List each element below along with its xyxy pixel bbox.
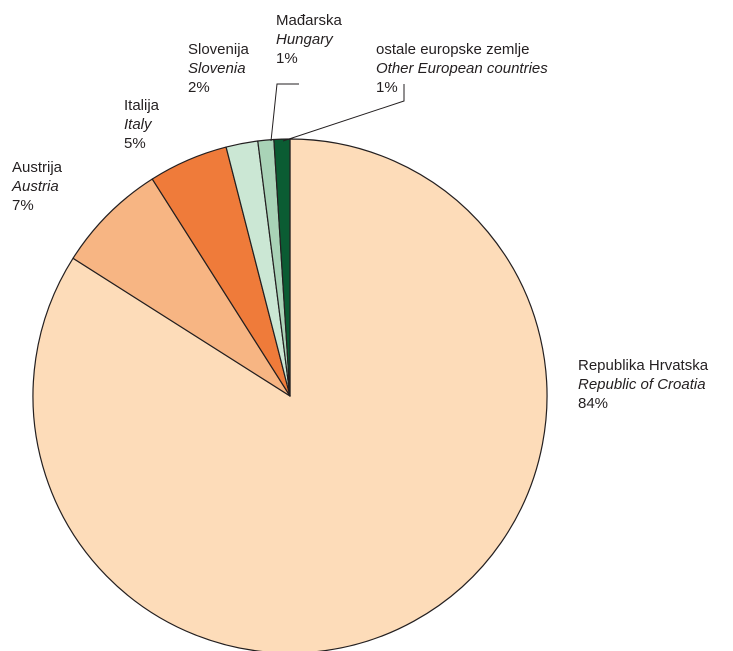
label-croatia-en: Republic of Croatia (578, 376, 706, 393)
label-slovenia-en: Slovenia (188, 60, 246, 77)
label-hungary-hr: Mađarska (276, 12, 342, 29)
label-croatia: Republika Hrvatska Republic of Croatia 8… (578, 356, 708, 413)
pie-slice-austria (72, 178, 291, 397)
label-croatia-hr: Republika Hrvatska (578, 357, 709, 374)
label-italy-hr: Italija (124, 97, 160, 114)
label-austria-hr: Austrija (12, 159, 63, 176)
label-italy-en: Italy (124, 116, 152, 133)
label-slovenia-hr: Slovenija (188, 41, 249, 58)
leader-line-other-european (282, 84, 405, 142)
label-hungary: Mađarska Hungary 1% (276, 11, 342, 68)
label-slovenia-value: 2% (188, 79, 210, 96)
label-italy-value: 5% (124, 135, 146, 152)
label-other-european-value: 1% (376, 79, 398, 96)
label-austria-en: Austria (12, 178, 59, 195)
label-italy: Italija Italy 5% (124, 96, 159, 153)
label-hungary-en: Hungary (276, 31, 333, 48)
pie-slice-croatia (32, 138, 548, 651)
label-hungary-value: 1% (276, 50, 298, 67)
label-austria: Austrija Austria 7% (12, 158, 62, 215)
label-other-european-en: Other European countries (376, 60, 548, 77)
label-austria-value: 7% (12, 197, 34, 214)
label-other-european-hr: ostale europske zemlje (376, 41, 530, 58)
label-slovenia: Slovenija Slovenia 2% (188, 40, 249, 97)
label-croatia-value: 84% (578, 395, 609, 412)
label-other-european: ostale europske zemlje Other European co… (376, 40, 548, 97)
leader-line-hungary (270, 83, 299, 142)
